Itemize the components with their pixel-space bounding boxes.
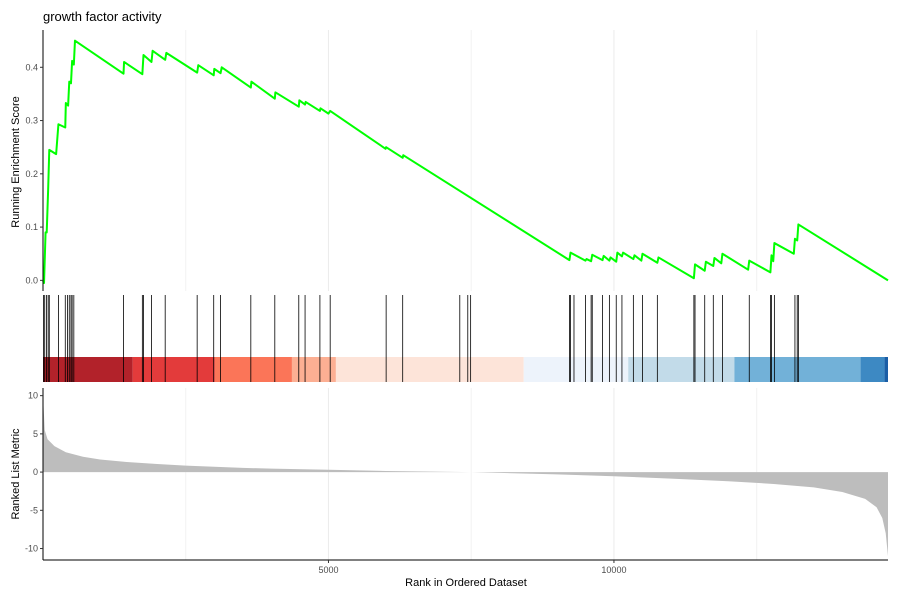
- axes: [42, 30, 888, 561]
- hit-ticks: [43, 295, 799, 382]
- heat-segment: [132, 357, 215, 382]
- grid-lines: [185, 30, 758, 560]
- score-y-tick-label: 0.2: [25, 169, 38, 179]
- heat-segment: [628, 357, 735, 382]
- heat-segment: [291, 357, 336, 382]
- y-axis-label-metric: Ranked List Metric: [10, 428, 22, 520]
- heat-segment: [860, 357, 885, 382]
- rank-heat-bar: [43, 357, 888, 382]
- tick-labels: 0.0 0.1 0.2 0.3 0.4 10 5 0 -5 -10 5000 10000: [25, 62, 626, 575]
- chart-title: growth factor activity: [43, 9, 162, 24]
- y-axis-label-score: Running Enrichment Score: [10, 96, 22, 227]
- x-tick-label: 10000: [601, 565, 626, 575]
- metric-area: [43, 395, 888, 557]
- heat-segment: [884, 357, 888, 382]
- x-tick-label: 5000: [318, 565, 338, 575]
- metric-y-tick-label: -10: [25, 544, 38, 554]
- heat-segment: [335, 357, 524, 382]
- ranked-list-metric-area: [43, 395, 888, 557]
- running-score-line: [42, 39, 889, 285]
- heat-segment: [523, 357, 629, 382]
- metric-y-tick-label: 10: [28, 391, 38, 401]
- score-y-tick-label: 0.1: [25, 222, 38, 232]
- running-score-line: [42, 39, 889, 285]
- score-y-tick-label: 0.0: [25, 275, 38, 285]
- heat-segment: [214, 357, 292, 382]
- metric-y-tick-label: -5: [30, 505, 38, 515]
- x-axis-label: Rank in Ordered Dataset: [405, 577, 527, 589]
- metric-y-tick-label: 5: [33, 429, 38, 439]
- score-y-tick-label: 0.3: [25, 116, 38, 126]
- score-y-tick-label: 0.4: [25, 62, 38, 72]
- metric-y-tick-label: 0: [33, 467, 38, 477]
- heat-segment: [43, 357, 133, 382]
